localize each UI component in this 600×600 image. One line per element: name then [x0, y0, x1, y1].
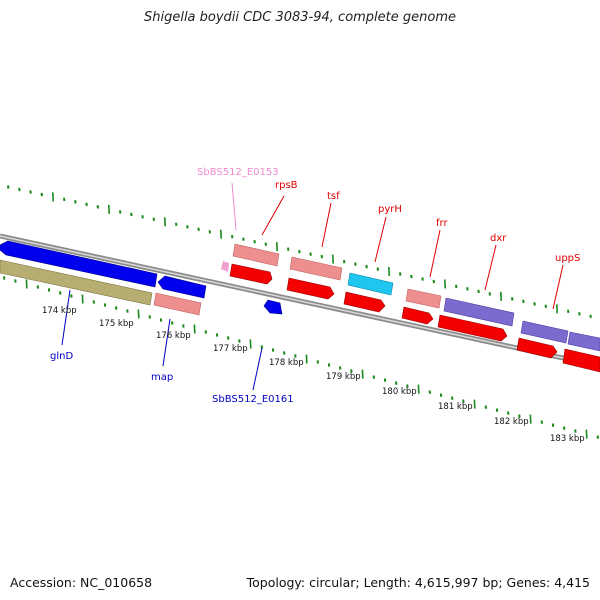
- leader-tsf: [321, 202, 332, 248]
- leader-glnD: [61, 289, 71, 346]
- scale-182: 182 kbp: [494, 417, 529, 427]
- feature-red-arrow-2: [286, 277, 335, 300]
- feature-tsf-pink: [289, 256, 343, 281]
- map-title: Shigella boydii CDC 3083-94, complete ge…: [143, 10, 457, 25]
- label-dxr: dxr: [490, 233, 507, 244]
- scale-178: 178 kbp: [269, 358, 304, 368]
- feature-rrna-olive: [0, 259, 153, 306]
- feature-red-arrow-1: [229, 263, 273, 285]
- feature-edge-purple: [567, 331, 600, 352]
- feature-red-arrow-4: [401, 306, 434, 325]
- label-uppS: uppS: [555, 253, 580, 264]
- label-glnD: glnD: [50, 351, 73, 362]
- feature-pyrH-cyan: [347, 272, 394, 296]
- label-SbBS512_E0161: SbBS512_E0161: [212, 394, 294, 405]
- scale-175: 175 kbp: [99, 319, 134, 329]
- accession-text: Accession: NC_010658: [10, 575, 153, 590]
- label-map: map: [151, 372, 173, 383]
- scale-179: 179 kbp: [326, 372, 361, 382]
- leader-pyrH: [374, 216, 387, 263]
- leader-SbBS512_E0161: [252, 347, 263, 391]
- feature-dxr-purple: [443, 297, 515, 327]
- feature-SbBS512_E0161-blue: [263, 299, 283, 315]
- label-SbBS512_E0153: SbBS512_E0153: [197, 167, 279, 178]
- inner-tick-marks: [3, 276, 599, 439]
- leader-dxr: [484, 244, 497, 291]
- leader-rpsB: [261, 195, 285, 236]
- feature-red-arrow-3: [343, 291, 386, 313]
- feature-map-blue: [157, 275, 207, 299]
- scale-181: 181 kbp: [438, 402, 473, 412]
- topology-text: Topology: circular; Length: 4,615,997 bp…: [246, 575, 590, 590]
- label-pyrH: pyrH: [378, 204, 402, 215]
- feature-small-pink: [221, 261, 229, 272]
- scale-183: 183 kbp: [550, 434, 585, 444]
- outer-tick-marks: [7, 185, 592, 319]
- feature-rpsB-pink: [232, 243, 280, 267]
- feature-uppS-purple: [520, 320, 569, 344]
- scale-176: 176 kbp: [156, 331, 191, 341]
- scale-180: 180 kbp: [382, 387, 417, 397]
- feature-red-arrow-7: [562, 348, 600, 373]
- feature-glnD-blue: [0, 240, 158, 288]
- label-rpsB: rpsB: [275, 180, 298, 191]
- feature-frr-pink: [405, 288, 442, 309]
- leader-frr: [429, 229, 441, 278]
- label-tsf: tsf: [327, 191, 340, 202]
- leader-uppS: [552, 264, 564, 310]
- feature-red-arrow-6: [516, 337, 558, 359]
- feature-pink-reverse: [153, 292, 202, 316]
- label-frr: frr: [436, 218, 448, 229]
- backbone-inner: [0, 235, 600, 367]
- scale-174: 174 kbp: [42, 306, 77, 316]
- leader-SbBS512_E0153: [231, 182, 237, 231]
- leader-map: [162, 318, 171, 367]
- feature-red-arrow-5: [437, 314, 508, 342]
- scale-177: 177 kbp: [213, 344, 248, 354]
